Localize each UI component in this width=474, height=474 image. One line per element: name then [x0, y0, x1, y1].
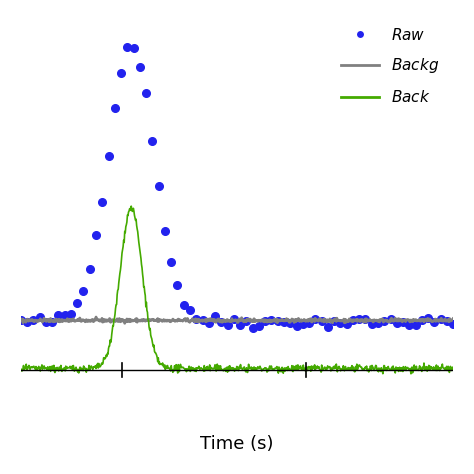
Backg: [45, 317, 50, 323]
Backg: [392, 318, 397, 324]
Back: [281, 367, 287, 373]
Back: [270, 366, 275, 372]
Line: Back: Back: [21, 206, 453, 374]
Back: [391, 366, 396, 372]
Back: [346, 365, 352, 371]
Back: [45, 365, 50, 371]
Raw: [450, 321, 456, 327]
Backg: [282, 318, 287, 324]
Raw: [250, 325, 255, 330]
Backg: [294, 318, 300, 324]
Back: [408, 371, 414, 377]
Raw: [18, 318, 24, 323]
Back: [450, 365, 456, 371]
Raw: [206, 320, 212, 326]
Raw: [74, 300, 80, 306]
Raw: [156, 183, 162, 189]
Backg: [347, 317, 353, 322]
Line: Raw: Raw: [17, 44, 457, 331]
Line: Backg: Backg: [21, 317, 453, 323]
Raw: [125, 45, 130, 50]
Legend: $\it{Raw}$, $\it{Backg}$, $\it{Back}$: $\it{Raw}$, $\it{Backg}$, $\it{Back}$: [335, 20, 446, 111]
Back: [294, 365, 300, 370]
Raw: [400, 319, 406, 325]
Backg: [93, 314, 99, 320]
X-axis label: Time (s): Time (s): [200, 435, 274, 453]
Raw: [118, 70, 124, 76]
Back: [18, 366, 24, 372]
Backg: [122, 320, 128, 326]
Backg: [270, 319, 276, 324]
Back: [128, 203, 134, 209]
Raw: [269, 317, 274, 323]
Backg: [18, 317, 24, 323]
Backg: [450, 316, 456, 321]
